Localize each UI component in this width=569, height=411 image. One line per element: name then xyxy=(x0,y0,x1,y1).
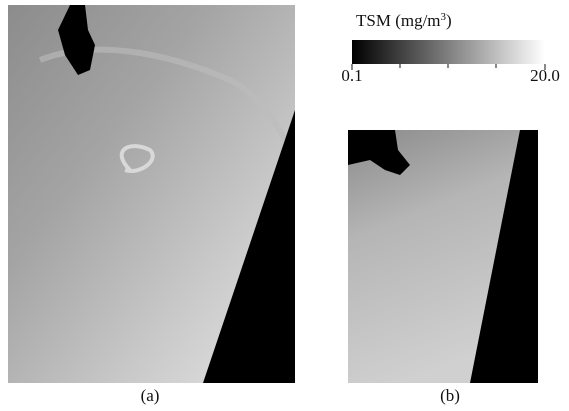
text: ) xyxy=(446,11,452,30)
land xyxy=(203,110,295,383)
land xyxy=(470,130,538,383)
land xyxy=(348,130,410,175)
eddy xyxy=(119,144,155,173)
panel-a: (a) xyxy=(8,5,295,405)
colorbar-max: 20.0 xyxy=(530,66,560,85)
colorbar-ticks xyxy=(351,64,546,70)
colorbar: TSM (mg/m3) 0.1 20.0 xyxy=(341,11,560,85)
panel-label: (b) xyxy=(440,386,460,405)
land xyxy=(58,5,95,75)
panel-label: (a) xyxy=(141,386,160,405)
text: TSM (mg/m xyxy=(356,11,441,30)
text: 3 xyxy=(441,11,447,23)
colorbar-min: 0.1 xyxy=(341,66,362,85)
colorbar-title: TSM (mg/m3) xyxy=(356,11,452,30)
colorbar-ramp xyxy=(352,40,545,64)
panel-b: (b) xyxy=(348,130,538,405)
